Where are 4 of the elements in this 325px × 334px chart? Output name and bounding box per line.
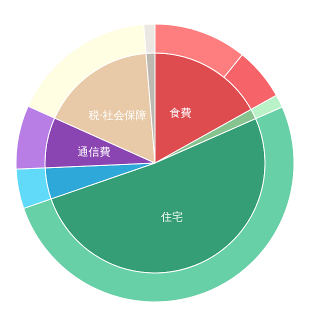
slice-label: 住宅 — [161, 210, 184, 224]
slice-label: 税·社会保障 — [88, 109, 147, 122]
slice-label: 食費 — [169, 106, 192, 120]
slice-label: 通信費 — [78, 146, 111, 159]
